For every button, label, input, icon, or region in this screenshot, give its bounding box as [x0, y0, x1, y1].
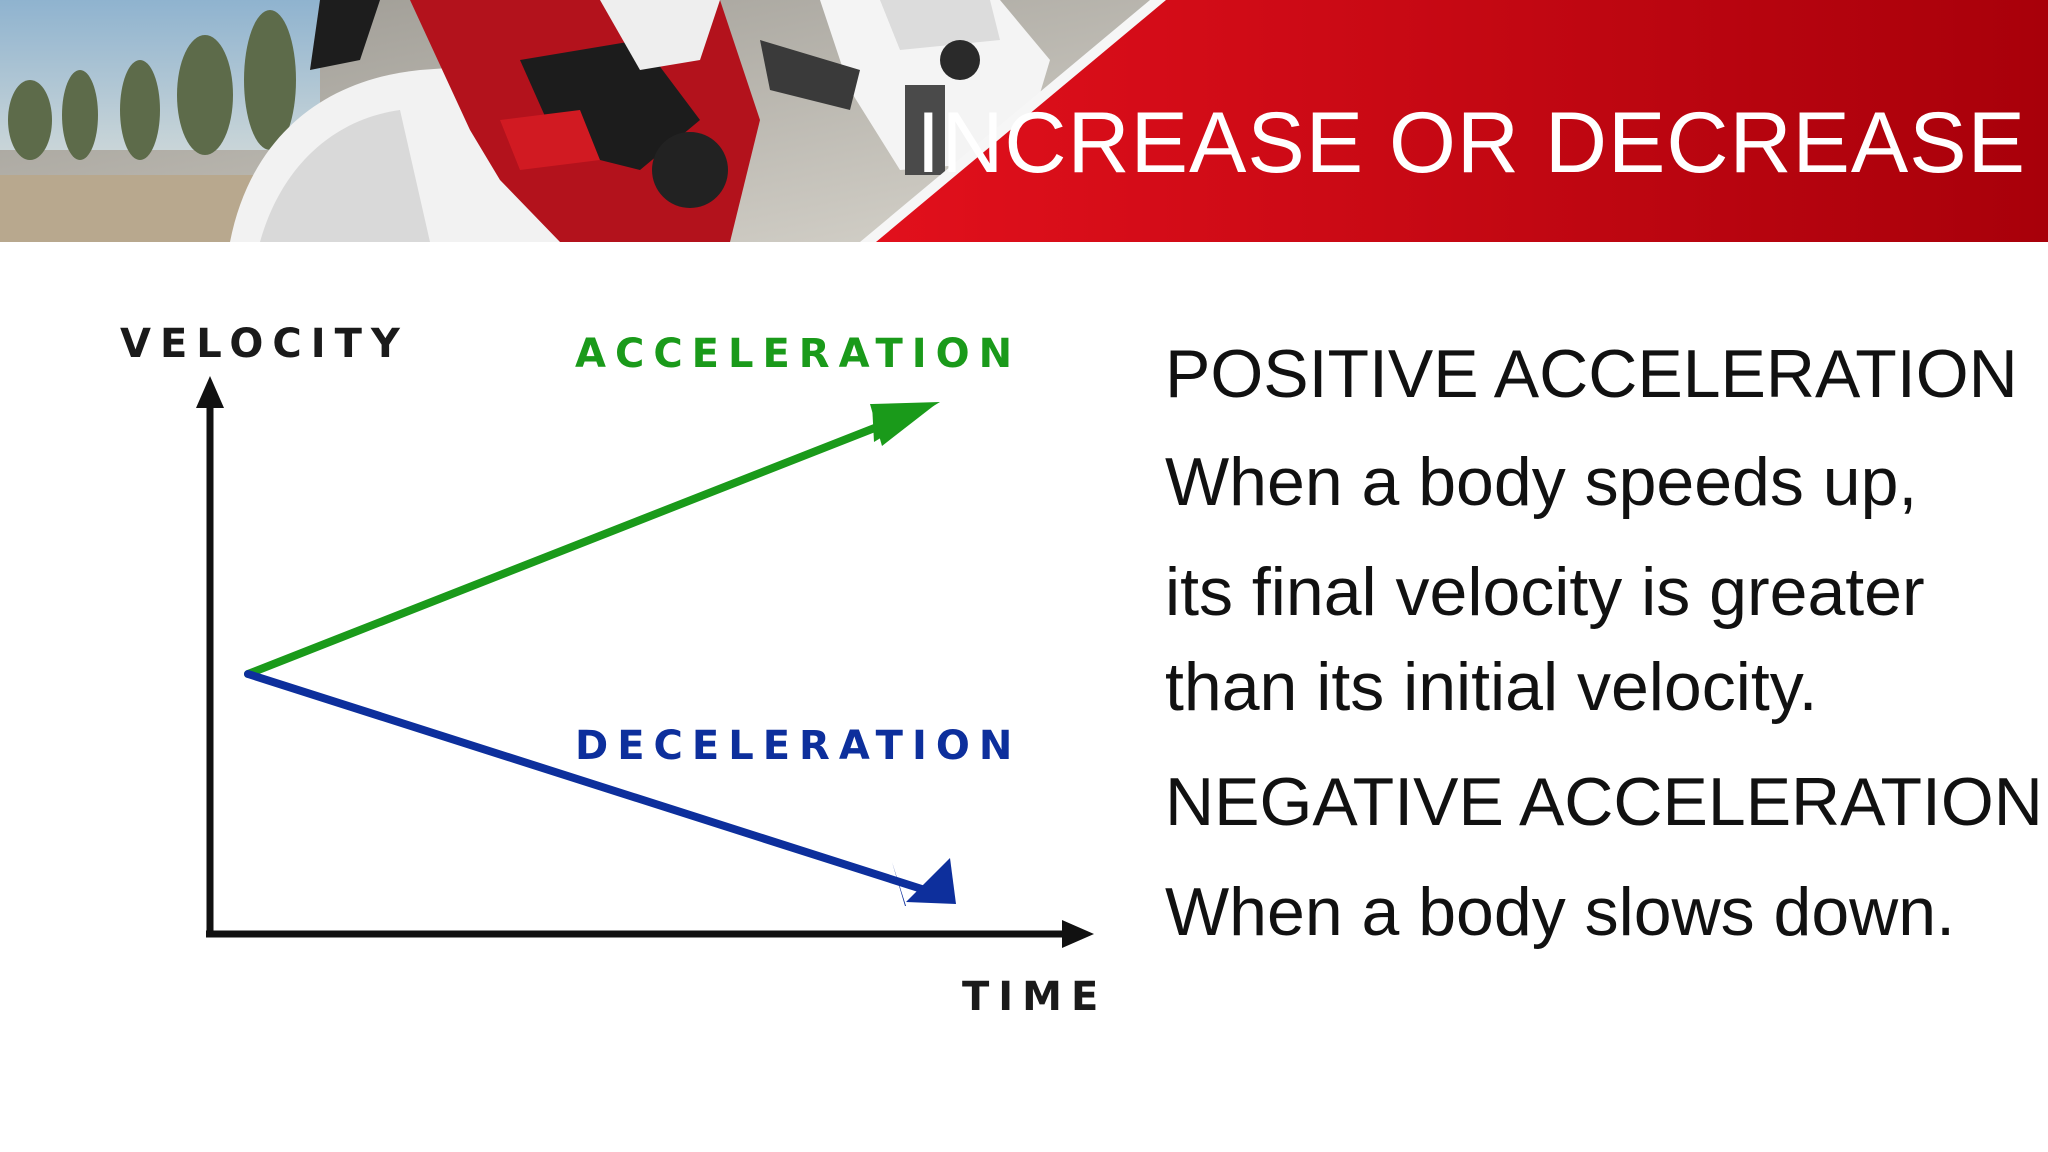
- velocity-time-diagram: VELOCITY ACCELERATION DECELERATION TIME: [100, 300, 1140, 1040]
- positive-acceleration-text-2: its final velocity is greater: [1165, 554, 1925, 630]
- x-axis-label: TIME: [962, 974, 1108, 1020]
- motorcycle-photo: [0, 0, 1200, 242]
- positive-acceleration-text-3: than its initial velocity.: [1165, 649, 1818, 725]
- acceleration-line: [244, 414, 904, 678]
- acceleration-label: ACCELERATION: [575, 331, 1022, 377]
- header-banner: INCREASE OR DECREASE: [0, 0, 2048, 242]
- y-axis-arrow-icon: [196, 376, 224, 408]
- x-axis-arrow-icon: [1062, 920, 1094, 948]
- deceleration-label: DECELERATION: [575, 723, 1022, 769]
- negative-acceleration-heading: NEGATIVE ACCELERATION: [1165, 764, 2043, 840]
- header-background: [0, 0, 2048, 242]
- y-axis-label: VELOCITY: [120, 321, 409, 367]
- negative-acceleration-text: When a body slows down.: [1165, 874, 1955, 950]
- deceleration-arrow-icon: [892, 862, 906, 906]
- positive-acceleration-text-1: When a body speeds up,: [1165, 444, 1918, 520]
- page-title: INCREASE OR DECREASE: [916, 95, 2026, 191]
- positive-acceleration-heading: POSITIVE ACCELERATION: [1165, 336, 2018, 412]
- title-band: [870, 0, 2048, 242]
- deceleration-line: [244, 670, 929, 894]
